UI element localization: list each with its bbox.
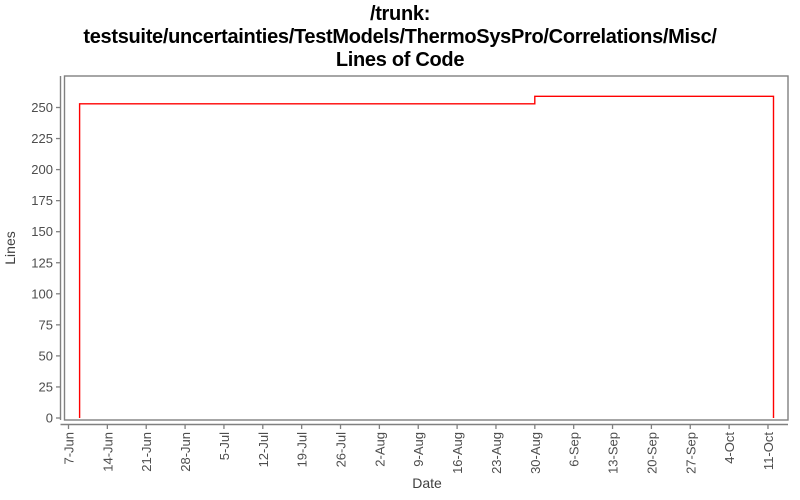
x-tick-label: 4-Oct xyxy=(722,432,737,464)
x-tick-label: 19-Jul xyxy=(295,432,310,468)
y-tick-label: 0 xyxy=(46,411,53,426)
x-tick-label: 9-Aug xyxy=(411,432,426,467)
y-tick-label: 125 xyxy=(31,255,53,270)
y-axis-title: Lines xyxy=(2,231,18,264)
y-axis-ticks: 0 25 50 75 100 125 150 175 200 225 250 xyxy=(31,100,61,426)
x-tick-label: 2-Aug xyxy=(372,432,387,467)
x-tick-label: 13-Sep xyxy=(606,432,621,474)
y-tick-label: 150 xyxy=(31,224,53,239)
x-tick-label: 16-Aug xyxy=(450,432,465,474)
y-tick-label: 25 xyxy=(39,379,53,394)
chart-title-line-3: Lines of Code xyxy=(335,49,465,71)
x-tick-label: 26-Jul xyxy=(334,432,349,468)
y-tick-label: 250 xyxy=(31,100,53,115)
chart-title-line-1: /trunk: xyxy=(369,3,431,25)
chart-title: /trunk: testsuite/uncertainties/TestMode… xyxy=(0,3,800,72)
plot-area xyxy=(63,75,789,421)
x-axis-ticks: 7-Jun 14-Jun 21-Jun 28-Jun 5-Jul 12-Jul 19-Jul… xyxy=(62,424,776,474)
x-tick-label: 30-Aug xyxy=(528,432,543,474)
x-tick-label: 7-Jun xyxy=(62,432,77,465)
x-tick-label: 12-Jul xyxy=(256,432,271,468)
x-tick-label: 23-Aug xyxy=(489,432,504,474)
y-tick-label: 100 xyxy=(31,286,53,301)
x-tick-label: 6-Sep xyxy=(567,432,582,467)
y-tick-label: 75 xyxy=(39,317,53,332)
x-axis-title: Date xyxy=(412,475,442,491)
chart-title-line-2: testsuite/uncertainties/TestModels/Therm… xyxy=(83,26,717,48)
x-tick-label: 14-Jun xyxy=(100,432,115,472)
y-tick-label: 225 xyxy=(31,131,53,146)
x-tick-label: 28-Jun xyxy=(178,432,193,472)
y-tick-label: 50 xyxy=(39,348,53,363)
x-tick-label: 20-Sep xyxy=(644,432,659,474)
x-tick-label: 11-Oct xyxy=(761,432,776,470)
x-tick-label: 5-Jul xyxy=(217,432,232,460)
loc-series-line xyxy=(78,95,775,418)
x-tick-label: 27-Sep xyxy=(683,432,698,474)
y-tick-label: 175 xyxy=(31,193,53,208)
y-tick-label: 200 xyxy=(31,162,53,177)
x-tick-label: 21-Jun xyxy=(139,432,154,472)
